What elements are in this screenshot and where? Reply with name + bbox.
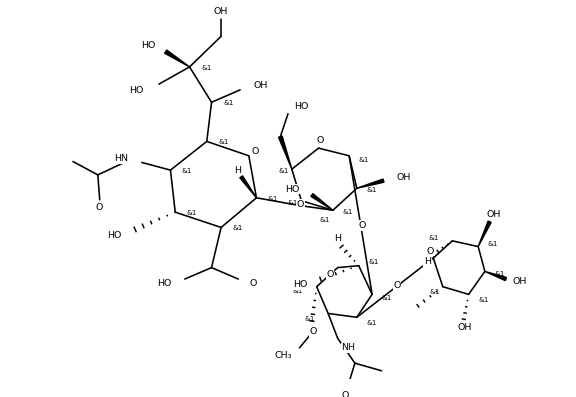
Text: &1: &1 <box>182 168 192 174</box>
Polygon shape <box>279 136 292 169</box>
Text: OH: OH <box>457 323 472 332</box>
Text: &1: &1 <box>488 241 498 247</box>
Polygon shape <box>485 272 506 281</box>
Text: &1: &1 <box>268 196 278 202</box>
Text: &1: &1 <box>288 200 298 206</box>
Text: &1: &1 <box>359 156 369 163</box>
Text: O: O <box>327 270 334 279</box>
Text: O: O <box>309 327 317 336</box>
Text: HO: HO <box>130 86 143 95</box>
Text: H: H <box>234 166 241 175</box>
Text: HO: HO <box>285 185 300 194</box>
Text: &1: &1 <box>382 295 392 301</box>
Polygon shape <box>478 221 491 247</box>
Polygon shape <box>165 50 190 67</box>
Text: OH: OH <box>397 173 411 182</box>
Text: &1: &1 <box>429 235 439 241</box>
Text: &1: &1 <box>366 320 377 326</box>
Text: &1: &1 <box>430 289 440 295</box>
Text: &1: &1 <box>187 210 197 216</box>
Text: O: O <box>359 221 366 230</box>
Text: O: O <box>427 247 434 256</box>
Text: &1: &1 <box>368 259 378 265</box>
Text: &1: &1 <box>233 225 243 231</box>
Text: O: O <box>317 136 324 145</box>
Text: &1: &1 <box>293 287 304 293</box>
Text: &1: &1 <box>223 100 233 106</box>
Text: HO: HO <box>107 231 122 240</box>
Text: &1: &1 <box>304 316 314 322</box>
Text: HO: HO <box>294 102 308 111</box>
Text: OH: OH <box>512 278 526 286</box>
Text: &1: &1 <box>278 168 289 174</box>
Text: OH: OH <box>486 210 501 219</box>
Text: HN: HN <box>115 154 128 163</box>
Polygon shape <box>357 179 384 188</box>
Text: HO: HO <box>293 280 307 289</box>
Text: &1: &1 <box>494 271 505 277</box>
Text: &1: &1 <box>478 297 488 303</box>
Text: O: O <box>252 147 259 156</box>
Text: HO: HO <box>157 279 172 288</box>
Text: &1: &1 <box>218 139 229 145</box>
Text: CH₃: CH₃ <box>274 351 292 360</box>
Text: H: H <box>334 234 341 243</box>
Polygon shape <box>240 176 256 198</box>
Text: &1: &1 <box>201 65 211 71</box>
Text: HO: HO <box>141 41 155 50</box>
Text: OH: OH <box>214 7 228 16</box>
Text: O: O <box>250 279 257 288</box>
Text: &1: &1 <box>343 209 353 215</box>
Text: O: O <box>95 203 103 212</box>
Text: O: O <box>297 200 304 209</box>
Text: NH: NH <box>342 343 355 353</box>
Text: H: H <box>424 257 431 266</box>
Polygon shape <box>311 194 333 210</box>
Text: O: O <box>393 281 401 290</box>
Text: O: O <box>342 391 349 397</box>
Text: &1: &1 <box>366 187 377 193</box>
Text: OH: OH <box>253 81 268 90</box>
Text: &1: &1 <box>320 217 330 223</box>
